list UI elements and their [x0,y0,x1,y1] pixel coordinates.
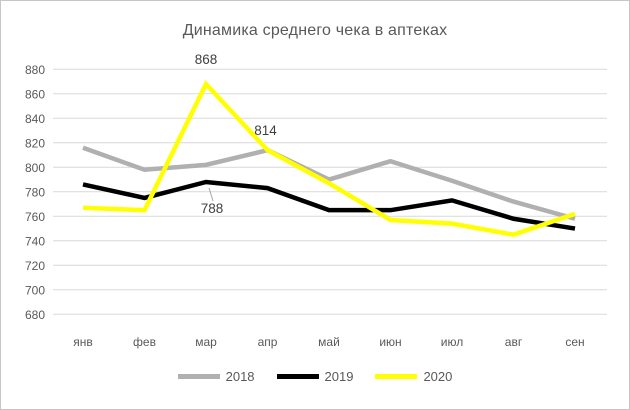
y-axis-tick-label: 680 [25,308,45,322]
x-axis-tick-label: мар [195,335,217,349]
series-line-2019 [82,179,576,231]
chart-title: Динамика среднего чека в аптеках [182,22,448,39]
legend-item-2020: 2020 [375,369,452,384]
x-axis-tick-label: авг [505,335,523,349]
y-axis-tick-label: 780 [25,185,45,199]
x-axis-tick-label: фев [133,335,156,349]
data-label: 868 [195,52,218,67]
data-label: 814 [254,123,277,138]
legend-swatch-2020 [375,374,418,379]
y-axis-tick-label: 800 [25,161,45,175]
y-axis-tick-label: 820 [25,136,45,150]
x-axis-tick-label: май [318,335,340,349]
x-axis-tick-label: июн [379,335,401,349]
y-axis-tick-label: 700 [25,283,45,297]
y-axis-tick-label: 880 [25,63,45,77]
legend-swatch-2018 [177,374,220,379]
legend-label-2018: 2018 [225,369,255,384]
legend-label-2020: 2020 [423,369,453,384]
chart-legend: 2018 2019 2020 [1,369,629,384]
x-axis-tick-label: апр [258,335,278,349]
y-axis-tick-label: 720 [25,259,45,273]
y-axis-tick-label: 840 [25,112,45,126]
legend-swatch-2019 [276,374,319,379]
x-axis-tick-label: янв [73,335,93,349]
data-label-leader-line [208,187,214,202]
y-axis-tick-label: 740 [25,234,45,248]
y-axis-tick-label: 860 [25,87,45,101]
legend-item-2019: 2019 [276,369,354,384]
legend-label-2019: 2019 [324,369,354,384]
data-label: 788 [201,201,224,216]
x-axis-tick-label: сен [565,335,584,349]
series-line-2020 [82,80,576,237]
legend-item-2018: 2018 [177,369,255,384]
x-axis-tick-label: июл [441,335,463,349]
y-axis-tick-label: 760 [25,210,45,224]
